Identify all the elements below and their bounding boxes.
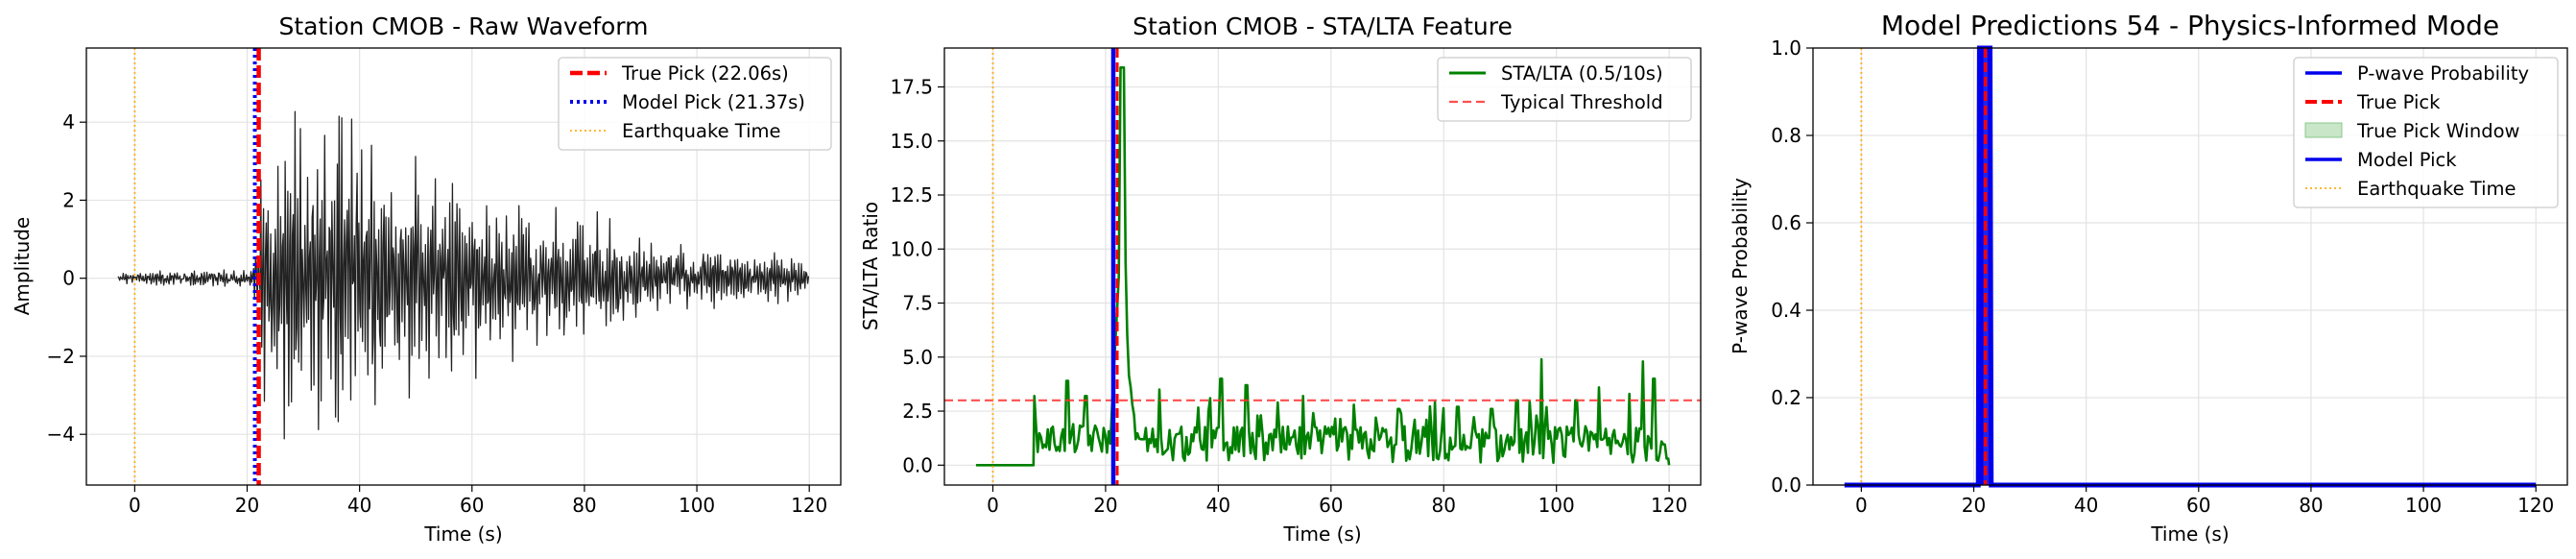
stalta-title: Station CMOB - STA/LTA Feature xyxy=(1133,12,1513,40)
stalta-ytick-label-2: 5.0 xyxy=(902,346,933,369)
stalta-xtick-label-4: 80 xyxy=(1432,494,1456,517)
stalta-marks xyxy=(944,48,1701,485)
waveform-trace xyxy=(117,110,810,440)
legend-label-true-pick-2: True Pick xyxy=(2356,91,2441,113)
prediction-xtick-label-1: 20 xyxy=(1962,494,1986,517)
legend-label-true-pick: True Pick (22.06s) xyxy=(621,62,789,85)
stalta-ticks: 0 20 40 60 80 100 120 0.0 2.5 5.0 7.5 10.0 12.5 15.0 1… xyxy=(890,76,1687,517)
waveform-ticks: 0 20 40 60 80 100 120 −4 −2 0 2 4 xyxy=(47,110,828,517)
stalta-xtick-label-1: 20 xyxy=(1093,494,1117,517)
waveform-legend: True Pick (22.06s) Model Pick (21.37s) E… xyxy=(558,57,832,151)
prediction-xtick-label-4: 80 xyxy=(2299,494,2323,517)
stalta-xtick-label-6: 120 xyxy=(1651,494,1687,517)
legend-label-earthquake-2: Earthquake Time xyxy=(2357,178,2516,200)
waveform-title: Station CMOB - Raw Waveform xyxy=(278,12,648,40)
prediction-xtick-label-0: 0 xyxy=(1855,494,1868,517)
legend-swatch-window xyxy=(2304,122,2343,138)
prediction-xtick-label-2: 40 xyxy=(2074,494,2098,517)
prediction-legend-box xyxy=(2293,57,2559,208)
stalta-ytick-label-3: 7.5 xyxy=(902,292,933,315)
prediction-legend: P-wave Probability True Pick True Pick W… xyxy=(2293,57,2559,208)
stalta-ytick-label-5: 12.5 xyxy=(890,183,933,207)
prediction-axes-frame xyxy=(1812,47,2568,486)
stalta-ylabel: STA/LTA Ratio xyxy=(859,202,882,330)
prediction-ticks: 0 20 40 60 80 100 120 0.0 0.2 0.4 0.6 0.8 1.0 xyxy=(1771,36,2554,517)
waveform-xtick-label-0: 0 xyxy=(129,494,141,517)
prediction-ytick-label-4: 0.8 xyxy=(1771,124,1801,147)
prediction-xtick-label-3: 60 xyxy=(2186,494,2210,517)
stalta-ytick-label-6: 15.0 xyxy=(890,130,933,153)
waveform-ytick-label-0: −4 xyxy=(47,423,75,446)
waveform-xtick-label-2: 40 xyxy=(347,494,371,517)
stalta-line xyxy=(975,66,1671,467)
waveform-xlabel: Time (s) xyxy=(423,523,502,546)
waveform-marks xyxy=(117,48,810,485)
prediction-ytick-label-2: 0.4 xyxy=(1771,299,1801,322)
prediction-xtick-label-5: 100 xyxy=(2405,494,2442,517)
legend-label-earthquake: Earthquake Time xyxy=(622,120,781,142)
prediction-ytick-label-5: 1.0 xyxy=(1771,36,1801,60)
stalta-legend: STA/LTA (0.5/10s) Typical Threshold xyxy=(1437,57,1692,122)
prediction-title: Model Predictions 54 - Physics-Informed … xyxy=(1881,10,2499,41)
waveform-ylabel: Amplitude xyxy=(11,217,34,316)
stalta-panel: 0 20 40 60 80 100 120 0.0 2.5 5.0 7.5 10.0 12.5 15.0 1… xyxy=(859,12,1702,546)
legend-label-window: True Pick Window xyxy=(2356,120,2520,142)
waveform-ytick-label-2: 0 xyxy=(62,267,75,290)
waveform-legend-box xyxy=(558,57,832,151)
legend-label-model-pick: Model Pick (21.37s) xyxy=(622,91,805,113)
stalta-ytick-label-0: 0.0 xyxy=(902,453,933,476)
legend-label-stalta: STA/LTA (0.5/10s) xyxy=(1501,62,1663,85)
prediction-xlabel: Time (s) xyxy=(2150,523,2229,546)
legend-label-probability: P-wave Probability xyxy=(2357,62,2529,85)
prediction-ytick-label-1: 0.2 xyxy=(1771,386,1801,409)
stalta-xtick-label-0: 0 xyxy=(987,494,999,517)
legend-label-threshold: Typical Threshold xyxy=(1500,91,1663,113)
waveform-ytick-label-1: −2 xyxy=(47,345,75,368)
stalta-ytick-label-7: 17.5 xyxy=(890,76,933,99)
prediction-xtick-label-6: 120 xyxy=(2517,494,2554,517)
waveform-xtick-label-5: 100 xyxy=(679,494,715,517)
waveform-axes-frame xyxy=(85,47,842,486)
prediction-ytick-label-0: 0.0 xyxy=(1771,474,1801,497)
waveform-xtick-label-1: 20 xyxy=(235,494,259,517)
stalta-xlabel: Time (s) xyxy=(1282,523,1361,546)
prediction-panel: 0 20 40 60 80 100 120 0.0 0.2 0.4 0.6 0.8 1.0 Model … xyxy=(1729,10,2568,546)
waveform-ytick-label-3: 2 xyxy=(62,188,75,211)
prediction-ytick-label-3: 0.6 xyxy=(1771,211,1801,234)
stalta-xtick-label-3: 60 xyxy=(1319,494,1343,517)
stalta-axes-frame xyxy=(943,47,1702,486)
waveform-xtick-label-3: 60 xyxy=(460,494,484,517)
waveform-panel: 0 20 40 60 80 100 120 −4 −2 0 2 4 Station CMOB - Ra… xyxy=(11,12,842,546)
stalta-xtick-label-2: 40 xyxy=(1206,494,1230,517)
waveform-xtick-label-4: 80 xyxy=(572,494,596,517)
prediction-ylabel: P-wave Probability xyxy=(1729,178,1752,354)
waveform-xtick-label-6: 120 xyxy=(791,494,827,517)
stalta-ytick-label-1: 2.5 xyxy=(902,400,933,423)
waveform-ytick-label-4: 4 xyxy=(62,110,75,134)
stalta-legend-box xyxy=(1437,57,1692,122)
legend-label-model-pick-2: Model Pick xyxy=(2357,149,2457,171)
stalta-ytick-label-4: 10.0 xyxy=(890,237,933,260)
stalta-xtick-label-5: 100 xyxy=(1538,494,1575,517)
